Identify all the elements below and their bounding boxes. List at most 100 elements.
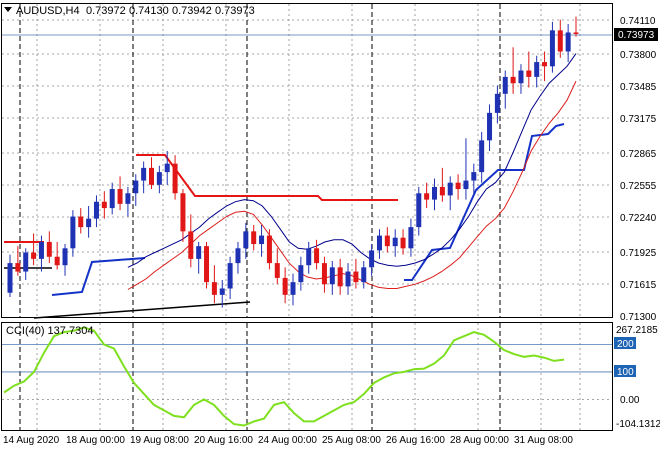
price-tick: 0.71300	[620, 312, 657, 323]
period-separators	[19, 4, 501, 430]
bull-candle	[416, 186, 422, 236]
time-label: 25 Aug 08:00	[322, 435, 381, 446]
candle-body	[93, 201, 99, 219]
symbol-dropdown-icon[interactable]	[4, 7, 12, 12]
bull-candle	[471, 163, 477, 196]
ohlc-low: 0.73942	[172, 5, 212, 17]
price-tick: 0.72555	[620, 181, 657, 192]
candle-body	[86, 218, 92, 228]
current-price-label: 0.73973	[618, 30, 655, 41]
candle-body	[455, 182, 461, 190]
candle-body	[180, 193, 186, 232]
candle-body	[46, 241, 52, 257]
candle-body	[31, 252, 37, 259]
bear-candle	[172, 155, 178, 200]
bear-candle	[542, 51, 548, 82]
price-tick: 0.73175	[620, 114, 657, 125]
bear-candle	[188, 214, 194, 268]
bear-candle	[510, 47, 516, 94]
bear-candle	[526, 51, 532, 88]
candle-body	[479, 140, 485, 173]
bear-candle	[573, 16, 579, 37]
candle-body	[274, 263, 280, 278]
bear-candle	[439, 167, 445, 202]
candle-body	[15, 263, 21, 272]
candle-body	[62, 248, 68, 266]
candle-body	[259, 235, 265, 245]
candle-body	[188, 231, 194, 259]
candle-body	[141, 167, 147, 181]
bull-candle	[392, 229, 398, 257]
bull-candle	[376, 229, 382, 259]
candle-body	[306, 248, 312, 266]
bull-candle	[534, 55, 540, 88]
ohlc-open: 0.73972	[86, 5, 126, 17]
bull-candle	[518, 64, 524, 94]
cci-tick: 267.2185	[616, 325, 658, 336]
grid-lines	[2, 4, 612, 430]
bull-candle	[345, 263, 351, 295]
stop-line-up	[404, 123, 565, 281]
candle-body	[23, 252, 29, 272]
bear-candle	[78, 208, 84, 234]
candle-body	[549, 30, 555, 67]
bull-candle	[502, 70, 508, 109]
candle-body	[109, 189, 115, 209]
time-label: 20 Aug 16:00	[194, 435, 253, 446]
bear-candle	[251, 225, 257, 251]
stop-line-up	[51, 257, 146, 296]
bull-candle	[141, 161, 147, 194]
time-label: 24 Aug 00:00	[258, 435, 317, 446]
candle-body	[204, 246, 210, 283]
candle-body	[542, 62, 548, 67]
candle-body	[369, 250, 375, 268]
bull-candle	[306, 241, 312, 274]
bull-candle	[86, 205, 92, 238]
candle-body	[337, 267, 343, 287]
candle-body	[424, 193, 430, 200]
candle-body	[345, 271, 351, 287]
candle-body	[471, 172, 477, 181]
bull-candle	[243, 222, 249, 259]
candle-body	[534, 62, 540, 77]
time-label: 19 Aug 08:00	[130, 435, 189, 446]
candle-body	[353, 271, 359, 283]
candle-body	[54, 256, 60, 266]
candle-body	[149, 167, 154, 185]
bull-candle	[156, 165, 162, 194]
moving-averages	[127, 53, 577, 290]
candle-body	[384, 235, 390, 247]
candle-body	[78, 216, 84, 228]
cci-tick: -104.1312	[616, 419, 660, 430]
bear-candle	[54, 241, 60, 270]
bear-candle	[101, 191, 107, 219]
bear-candle	[321, 256, 327, 293]
bull-candle	[235, 241, 241, 274]
cci-tick: 100	[617, 367, 634, 378]
bear-candle	[204, 241, 210, 289]
candle-body	[196, 246, 202, 259]
candle-body	[565, 32, 571, 52]
slow-ma-line	[127, 80, 577, 290]
bull-candle	[219, 280, 225, 308]
bear-candle	[149, 157, 154, 190]
bull-candle	[549, 21, 555, 73]
candle-body	[463, 180, 469, 190]
candle-body	[282, 277, 288, 295]
bear-candle	[46, 231, 52, 264]
candle-body	[526, 70, 532, 77]
trend-line	[33, 301, 251, 319]
candle-body	[266, 235, 272, 264]
price-panel-frame	[1, 3, 613, 318]
bull-candle	[125, 186, 131, 217]
bull-candle	[479, 131, 485, 183]
time-axis: 14 Aug 2020 18 Aug 00:00 19 Aug 08:00 20…	[3, 435, 573, 446]
bear-candle	[353, 258, 359, 289]
candle-body	[502, 76, 508, 94]
bull-candle	[70, 210, 76, 257]
cci-level-marker	[614, 337, 636, 349]
bear-candle	[31, 233, 37, 266]
candle-body	[447, 182, 453, 196]
